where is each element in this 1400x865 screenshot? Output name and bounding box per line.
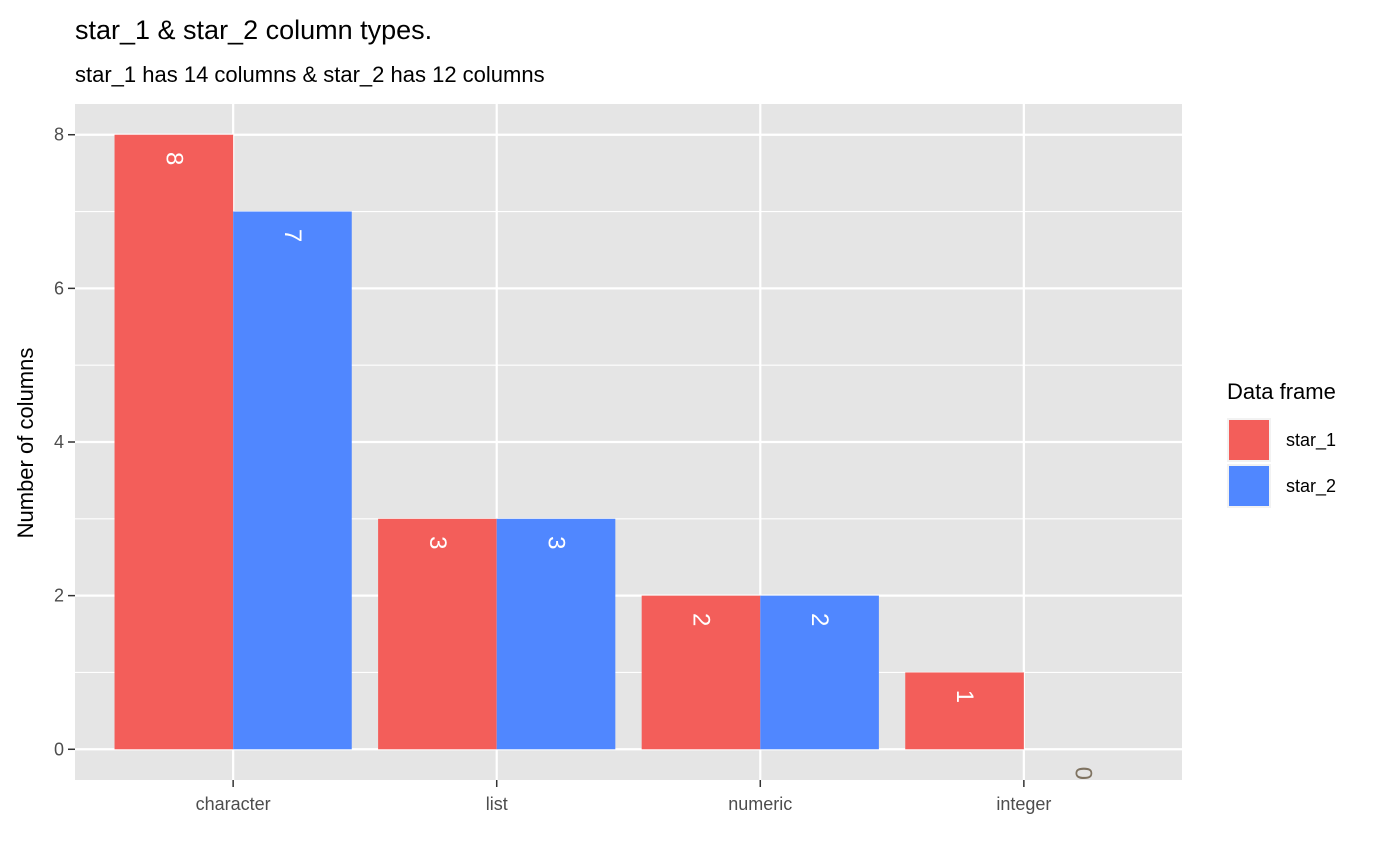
bar-value-label-star-1-list: 3 [424, 536, 451, 549]
bar-star-1-character [114, 134, 234, 750]
bar-star-1-numeric [641, 595, 761, 750]
legend-label-star-2: star_2 [1286, 476, 1336, 497]
x-tick-label: integer [996, 794, 1051, 814]
bar-star-2-character [233, 211, 352, 750]
legend-label-star-1: star_1 [1286, 430, 1336, 451]
bar-value-label-star-2-numeric: 2 [806, 613, 833, 626]
y-tick-label: 8 [54, 125, 64, 145]
bar-value-label-star-1-numeric: 2 [687, 613, 714, 626]
y-axis-title: Number of columns [13, 348, 38, 539]
bar-value-label-star-2-character: 7 [279, 229, 306, 242]
bar-value-label-star-2-list: 3 [543, 536, 570, 549]
legend-title: Data frame [1227, 379, 1336, 404]
y-tick-label: 6 [54, 278, 64, 298]
chart-title: star_1 & star_2 column types. [75, 15, 432, 45]
bars [114, 134, 1024, 750]
x-tick-label: character [196, 794, 271, 814]
y-tick-label: 4 [54, 432, 64, 452]
bar-star-2-numeric [760, 595, 879, 750]
x-tick-label: list [486, 794, 508, 814]
y-tick-label: 2 [54, 586, 64, 606]
legend-swatch-star-1 [1229, 420, 1269, 460]
legend-swatch-star-2 [1229, 466, 1269, 506]
bar-star-2-list [496, 518, 616, 750]
bar-value-label-star-1-integer: 1 [951, 690, 978, 703]
x-tick-label: numeric [728, 794, 792, 814]
legend: Data frame star_1 star_2 [1227, 379, 1336, 508]
bar-star-1-list [378, 518, 497, 750]
y-axis: 0 2 4 6 8 [54, 125, 75, 759]
chart-subtitle: star_1 has 14 columns & star_2 has 12 co… [75, 62, 545, 87]
x-axis: character list numeric integer [196, 780, 1051, 814]
bar-value-label-star-1-character: 8 [160, 152, 187, 165]
bar-labels: 8 3 2 1 7 3 2 0 [160, 152, 1096, 780]
y-tick-label: 0 [54, 739, 64, 759]
bar-value-label-star-2-integer: 0 [1070, 767, 1097, 780]
bar-star-1-integer [905, 672, 1024, 750]
